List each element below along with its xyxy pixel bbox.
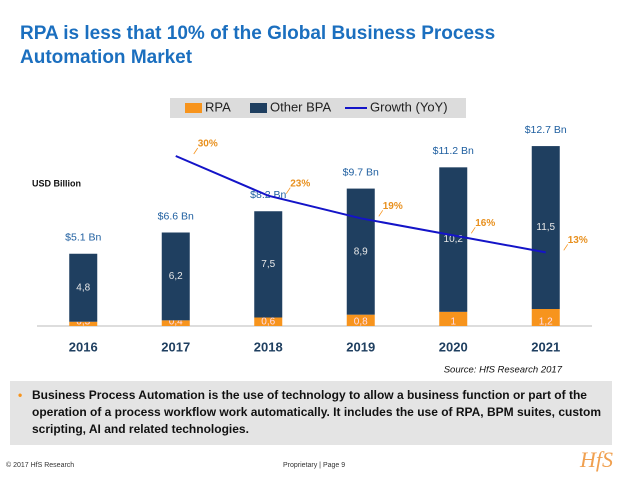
bar-value-label: 0,4 <box>169 317 183 328</box>
bar-segment <box>254 317 283 326</box>
x-tick-label: 2018 <box>254 339 283 354</box>
growth-label: 23% <box>290 178 310 189</box>
total-label: $9.7 Bn <box>343 166 379 178</box>
legend-box <box>170 98 466 118</box>
y-axis-label: USD Billion <box>32 178 81 188</box>
legend-label: Growth (YoY) <box>370 99 448 114</box>
bar-segment <box>531 146 560 309</box>
bar-value-label: 8,9 <box>354 246 368 257</box>
bar-value-label: 0,8 <box>354 317 368 328</box>
slide-title: RPA is less that 10% of the Global Busin… <box>20 23 496 68</box>
bar-segment <box>161 320 190 326</box>
leader-line <box>563 244 569 251</box>
bar-value-label: 7,5 <box>261 259 275 270</box>
bar-segment <box>531 309 560 326</box>
bar-value-label: 0,3 <box>76 317 90 328</box>
bar-value-label: 11,5 <box>536 222 555 233</box>
total-label: $6.6 Bn <box>158 210 194 222</box>
growth-line <box>175 155 546 254</box>
bar-value-label: 4,8 <box>76 282 90 293</box>
bar-segment <box>346 314 375 326</box>
copyright: © 2017 HfS Research <box>6 462 75 469</box>
x-tick-label: 2021 <box>531 339 560 354</box>
total-label: $12.7 Bn <box>525 124 567 136</box>
page-number: Proprietary | Page 9 <box>283 462 346 469</box>
bar-value-label: 1,2 <box>539 317 553 328</box>
growth-label: 30% <box>198 139 218 150</box>
legend-swatch <box>185 103 202 113</box>
bar-value-label: 6,2 <box>169 271 183 282</box>
bar-segment <box>254 211 283 318</box>
bar-segment <box>161 232 190 321</box>
legend-label: Other BPA <box>270 99 332 114</box>
leader-line <box>193 147 199 155</box>
leader-line <box>285 187 291 194</box>
leader-line <box>378 210 384 217</box>
bar-segment <box>69 253 98 322</box>
growth-label: 16% <box>475 218 495 229</box>
x-tick-label: 2016 <box>69 339 98 354</box>
logo: HfS <box>580 447 613 472</box>
leader-line <box>470 227 476 234</box>
chart: RPA Other BPA Growth (YoY) USD Billion 0,3 4,… <box>32 98 592 375</box>
source: Source: HfS Research 2017 <box>444 365 563 375</box>
bar-segment <box>346 188 375 315</box>
total-label: $11.2 Bn <box>433 145 474 157</box>
bullet-note: Business Process Automation is the use o… <box>10 381 612 445</box>
total-label: $5.1 Bn <box>65 232 101 244</box>
x-tick-label: 2019 <box>346 339 375 354</box>
growth-label: 13% <box>568 235 588 246</box>
bar-value-label: 1 <box>450 317 456 328</box>
bar-segment <box>439 167 468 312</box>
x-tick-label: 2017 <box>161 339 190 354</box>
x-tick-label: 2020 <box>439 339 468 354</box>
growth-label: 19% <box>383 201 403 212</box>
bar-segment <box>439 311 468 326</box>
legend-label: RPA <box>205 99 231 114</box>
bar-value-label: 0,6 <box>261 317 275 328</box>
bar-segment <box>69 321 98 326</box>
bar-value-label: 10,2 <box>444 234 464 245</box>
legend-swatch <box>250 103 267 113</box>
